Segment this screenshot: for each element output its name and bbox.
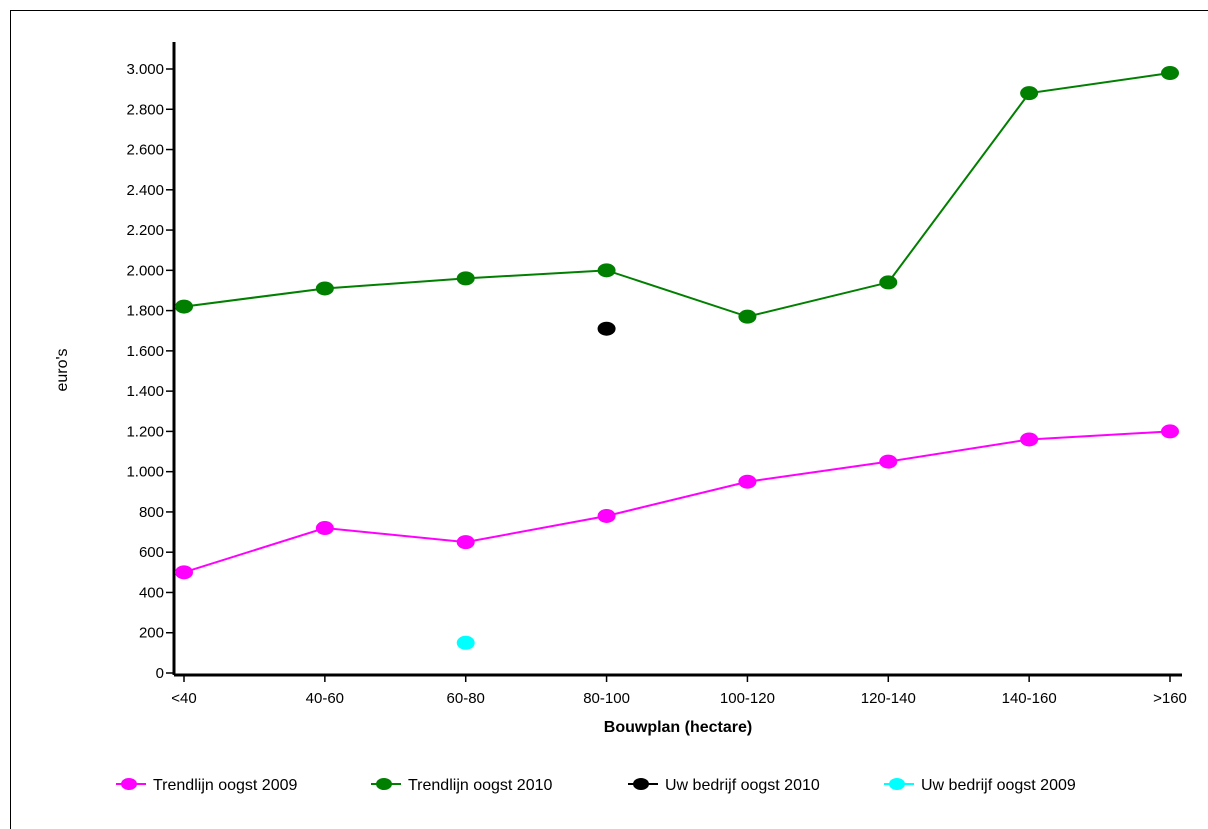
data-point bbox=[456, 535, 475, 550]
y-tick-label: 0 bbox=[156, 665, 164, 682]
data-point bbox=[1161, 66, 1179, 81]
data-point bbox=[738, 474, 757, 489]
data-point bbox=[738, 309, 757, 324]
legend: Trendlijn oogst 2009 Trendlijn oogst 2010… bbox=[116, 777, 1076, 794]
y-tick-label: 2.000 bbox=[126, 262, 164, 279]
legend-marker bbox=[889, 778, 905, 790]
legend-label: Trendlijn oogst 2010 bbox=[408, 777, 552, 794]
series-line bbox=[183, 430, 1171, 574]
legend-label: Uw bedrijf oogst 2010 bbox=[665, 777, 820, 794]
x-tick-label: >160 bbox=[1153, 690, 1187, 707]
legend-marker bbox=[633, 778, 649, 790]
data-point bbox=[597, 263, 616, 278]
data-point bbox=[175, 565, 193, 580]
series-layer bbox=[175, 66, 1179, 650]
y-axis: 0 200 400 600 800 1.000 1.200 1.400 1.600 1.800 2.… bbox=[126, 42, 176, 682]
series-2 bbox=[175, 66, 1179, 324]
x-tick-label: 120-140 bbox=[861, 690, 916, 707]
legend-label: Trendlijn oogst 2009 bbox=[153, 777, 297, 794]
y-tick-label: 1.200 bbox=[126, 423, 164, 440]
chart-frame bbox=[10, 10, 1208, 829]
x-tick-label: 60-80 bbox=[447, 690, 485, 707]
series-1 bbox=[175, 424, 1179, 580]
y-axis-title: euro's bbox=[54, 348, 71, 391]
y-tick-label: 1.800 bbox=[126, 303, 164, 320]
y-tick-label: 2.200 bbox=[126, 222, 164, 239]
data-point bbox=[879, 454, 898, 469]
legend-item: Trendlijn oogst 2010 bbox=[371, 777, 552, 794]
legend-item: Trendlijn oogst 2009 bbox=[116, 777, 297, 794]
legend-label: Uw bedrijf oogst 2009 bbox=[921, 777, 1076, 794]
legend-marker bbox=[376, 778, 392, 790]
y-tick-label: 600 bbox=[139, 544, 164, 561]
y-tick-label: 1.400 bbox=[126, 383, 164, 400]
y-tick-label: 2.600 bbox=[126, 142, 164, 159]
y-tick-label: 400 bbox=[139, 584, 164, 601]
legend-item: Uw bedrijf oogst 2010 bbox=[628, 777, 820, 794]
x-tick-label: 80-100 bbox=[583, 690, 630, 707]
data-point bbox=[597, 321, 616, 336]
data-point bbox=[1020, 432, 1039, 447]
x-axis-title: Bouwplan (hectare) bbox=[604, 719, 752, 736]
series-line bbox=[183, 72, 1171, 318]
data-point bbox=[315, 281, 334, 296]
x-tick-label: 100-120 bbox=[720, 690, 775, 707]
x-tick-label: 140-160 bbox=[1002, 690, 1057, 707]
y-tick-label: 1.000 bbox=[126, 464, 164, 481]
y-tick-label: 1.600 bbox=[126, 343, 164, 360]
data-point bbox=[456, 635, 475, 650]
data-point bbox=[315, 521, 334, 536]
y-tick-label: 2.800 bbox=[126, 101, 164, 118]
x-axis: <40 40-60 60-80 80-100 100-120 120-140 140-160… bbox=[171, 673, 1187, 707]
data-point bbox=[879, 275, 898, 290]
series-4 bbox=[456, 635, 475, 650]
y-tick-label: 200 bbox=[139, 625, 164, 642]
data-point bbox=[175, 299, 193, 314]
x-tick-label: 40-60 bbox=[306, 690, 344, 707]
y-tick-label: 2.400 bbox=[126, 182, 164, 199]
series-3 bbox=[597, 321, 616, 336]
data-point bbox=[597, 508, 616, 523]
y-tick-label: 800 bbox=[139, 504, 164, 521]
y-tick-label: 3.000 bbox=[126, 61, 164, 78]
data-point bbox=[1161, 424, 1179, 439]
data-point bbox=[1020, 86, 1039, 101]
legend-item: Uw bedrijf oogst 2009 bbox=[884, 777, 1076, 794]
data-point bbox=[456, 271, 475, 286]
legend-marker bbox=[121, 778, 137, 790]
x-tick-label: <40 bbox=[171, 690, 196, 707]
